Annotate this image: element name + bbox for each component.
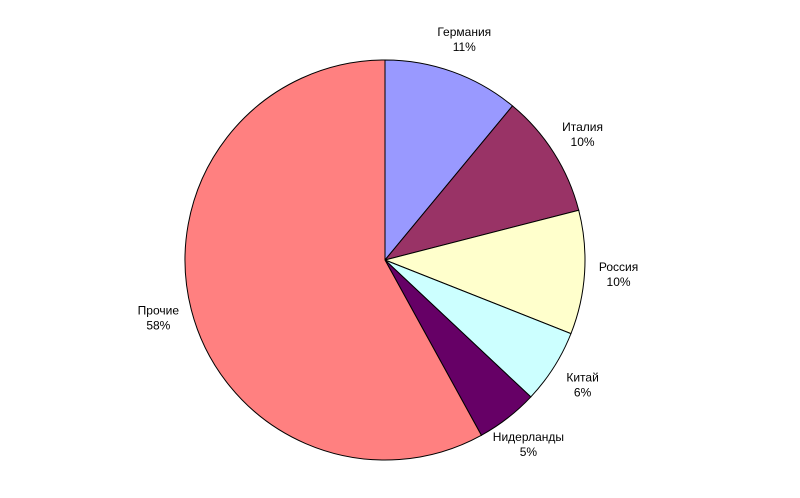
slice-value-label: 10% xyxy=(571,135,595,149)
slice-category-label: Италия xyxy=(562,120,603,134)
pie-slice xyxy=(383,105,580,261)
slice-value-label: 58% xyxy=(146,318,170,332)
slice-category-label: Россия xyxy=(599,260,638,274)
pie-slice xyxy=(384,59,514,262)
slice-value-label: 11% xyxy=(453,40,476,54)
pie-slice xyxy=(383,209,586,335)
slice-category-label: Нидерланды xyxy=(493,430,564,444)
pie-slice xyxy=(184,59,483,461)
slice-category-label: Прочие xyxy=(138,303,180,317)
slice-category-label: Китай xyxy=(566,371,598,385)
slice-category-label: Германия xyxy=(437,25,491,39)
slice-value-label: 10% xyxy=(607,275,631,289)
slice-value-label: 5% xyxy=(520,445,538,459)
slice-value-label: 6% xyxy=(574,386,592,400)
